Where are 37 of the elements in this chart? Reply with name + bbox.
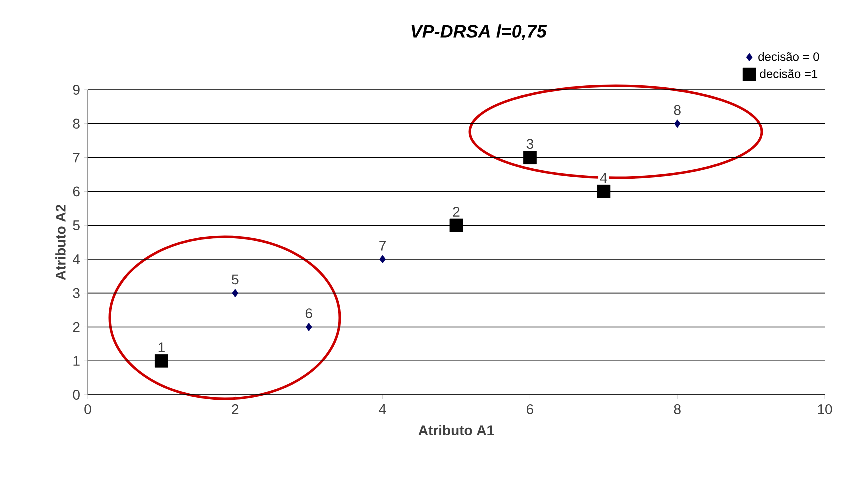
annotation: 7 — [380, 241, 386, 251]
legend-label: decisão = 0 — [758, 52, 820, 62]
y-tick-label: 7 — [73, 152, 80, 163]
y-tick-label: 9 — [73, 85, 80, 95]
x-tick-label: 6 — [527, 404, 534, 414]
x-axis-title: Atributo A1 — [418, 425, 494, 436]
legend-label: decisão =1 — [760, 70, 818, 78]
y-tick-label: 5 — [73, 220, 80, 230]
annotation: 1 — [158, 342, 165, 352]
point — [380, 255, 386, 264]
annotation: 6 — [306, 308, 312, 319]
y-axis-title: Atributo A2 — [56, 204, 66, 280]
y-tick-label: 1 — [74, 356, 80, 366]
y-tick-label: 4 — [73, 254, 80, 264]
x-tick-label: 8 — [674, 404, 681, 414]
annotation: 5 — [232, 274, 239, 285]
y-tick-label: 0 — [73, 390, 80, 400]
x-tick-label: 10 — [818, 404, 832, 414]
y-tick-label: 2 — [73, 322, 80, 332]
chart-title: VP-DRSA l=0,75 — [412, 24, 548, 40]
point — [597, 184, 611, 198]
point — [232, 289, 239, 298]
point — [306, 323, 312, 332]
x-tick-label: 2 — [232, 404, 239, 414]
annotation: 3 — [526, 139, 534, 150]
x-tick-label: 0 — [84, 404, 92, 414]
annotation: 8 — [674, 105, 681, 116]
point — [450, 218, 464, 232]
point — [155, 354, 168, 368]
y-tick-label: 3 — [73, 288, 80, 298]
annotation: 2 — [453, 207, 460, 217]
x-tick-label: 4 — [379, 404, 386, 414]
point — [524, 151, 537, 164]
point — [674, 120, 681, 128]
annotation: 4 — [600, 173, 608, 183]
y-tick-label: 8 — [73, 118, 80, 129]
y-tick-label: 6 — [73, 186, 80, 197]
